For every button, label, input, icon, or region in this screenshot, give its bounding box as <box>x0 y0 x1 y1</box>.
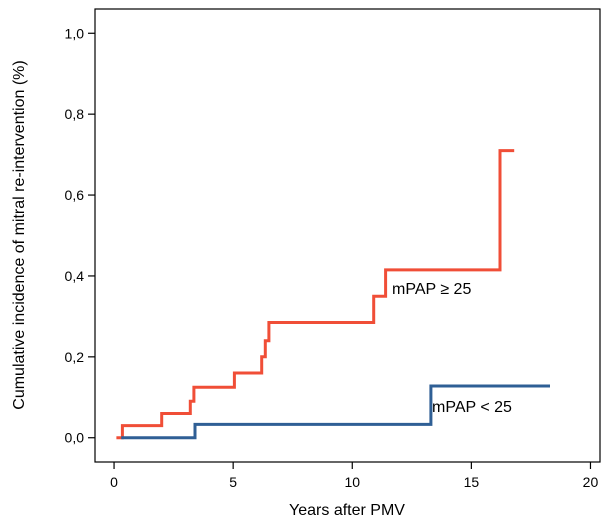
y-axis: 0,0 0,2 0,4 0,6 0,8 1,0 <box>65 25 95 446</box>
x-tick-label: 5 <box>229 474 237 490</box>
y-tick-label: 0,0 <box>65 430 85 446</box>
x-tick-label: 10 <box>344 474 360 490</box>
x-tick-label: 15 <box>464 474 480 490</box>
x-tick-label: 0 <box>110 474 118 490</box>
series-label-mpap-ge-25: mPAP ≥ 25 <box>392 281 471 298</box>
y-tick-label: 1,0 <box>65 25 85 41</box>
series-line-mpap-ge-25 <box>116 149 515 440</box>
x-axis: 0 5 10 15 20 <box>110 462 598 490</box>
y-tick-label: 0,4 <box>65 268 85 284</box>
series-layer <box>116 149 550 440</box>
series-label-mpap-lt-25: mPAP < 25 <box>432 399 512 416</box>
series-line-mpap-lt-25 <box>121 384 550 440</box>
x-tick-label: 20 <box>583 474 599 490</box>
plot-frame <box>94 8 601 463</box>
y-tick-label: 0,8 <box>65 106 85 122</box>
y-tick-label: 0,2 <box>65 349 85 365</box>
x-axis-label: Years after PMV <box>289 502 405 519</box>
y-axis-label: Cumulative incidence of mitral re-interv… <box>11 60 28 409</box>
y-tick-label: 0,6 <box>65 187 85 203</box>
